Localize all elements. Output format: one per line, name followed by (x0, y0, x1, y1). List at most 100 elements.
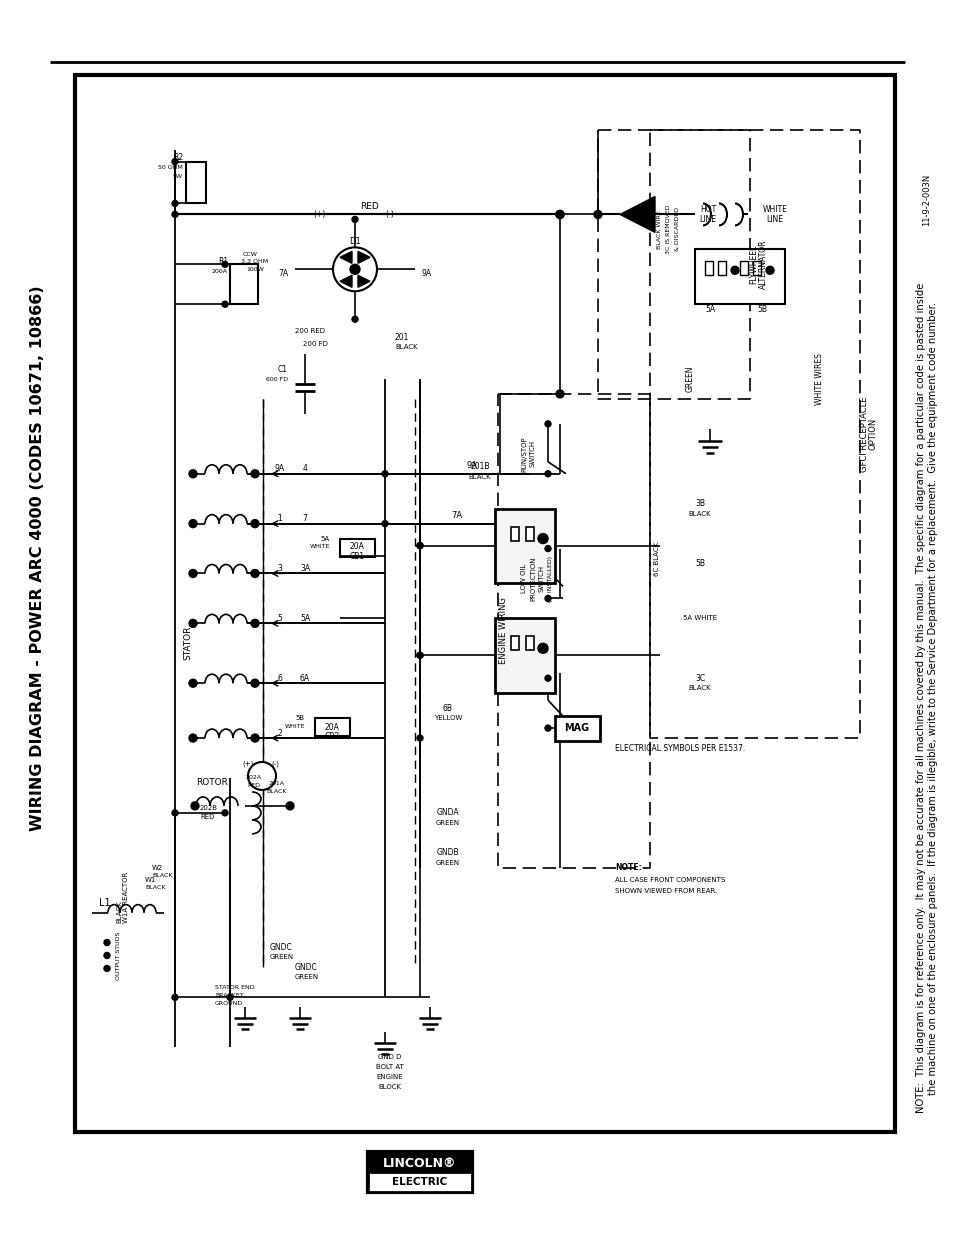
Text: (+): (+) (314, 210, 326, 219)
Circle shape (333, 247, 376, 291)
Text: LOW OIL: LOW OIL (520, 564, 526, 593)
Text: LINE: LINE (699, 215, 716, 224)
Text: OUTPUT STUDS: OUTPUT STUDS (115, 931, 120, 979)
Text: 200 FD: 200 FD (302, 341, 327, 347)
Text: GNDB: GNDB (436, 848, 458, 857)
Circle shape (544, 725, 551, 731)
Text: GFCI RECEPTACLE: GFCI RECEPTACLE (860, 396, 868, 472)
Text: 5W: 5W (172, 174, 183, 179)
Text: ELECTRICAL SYMBOLS PER E1537.: ELECTRICAL SYMBOLS PER E1537. (615, 743, 744, 752)
Text: 3C: 3C (694, 674, 704, 683)
Bar (555, 716, 599, 741)
Text: STATOR END: STATOR END (214, 984, 254, 990)
Text: L1: L1 (99, 898, 111, 908)
Text: ELECTRIC: ELECTRIC (392, 1177, 447, 1187)
Text: 3: 3 (277, 564, 282, 573)
Text: W1: W1 (145, 877, 156, 883)
Circle shape (172, 200, 178, 206)
Circle shape (765, 267, 773, 274)
Text: 3C IS REMOVED: 3C IS REMOVED (666, 205, 671, 254)
Text: RED: RED (360, 203, 379, 211)
Bar (75, 75, 894, 1132)
Text: (-): (-) (271, 761, 278, 767)
Text: 202B: 202B (200, 805, 218, 811)
Text: WIRING DIAGRAM - POWER ARC 4000 (CODES 10671, 10866): WIRING DIAGRAM - POWER ARC 4000 (CODES 1… (30, 285, 46, 831)
Text: BLACK: BLACK (395, 345, 417, 350)
Text: 6C BLACK: 6C BLACK (654, 541, 659, 576)
Circle shape (381, 471, 388, 477)
Text: 9A: 9A (421, 269, 432, 278)
Circle shape (251, 734, 258, 742)
Text: 3B: 3B (695, 499, 704, 508)
Text: 600 FD: 600 FD (266, 377, 288, 382)
Circle shape (416, 542, 422, 548)
Bar (718, 262, 725, 275)
Circle shape (222, 262, 228, 267)
Text: FLYWHEEL: FLYWHEEL (749, 245, 758, 284)
Circle shape (544, 595, 551, 601)
Text: LINE: LINE (765, 215, 782, 224)
Circle shape (251, 620, 258, 627)
Circle shape (222, 810, 228, 816)
Bar (740, 262, 747, 275)
Circle shape (189, 734, 196, 742)
Text: 5A: 5A (299, 614, 310, 622)
Text: BLACK: BLACK (267, 789, 287, 794)
Text: 200A: 200A (212, 269, 228, 274)
Circle shape (172, 211, 178, 217)
Circle shape (172, 810, 178, 816)
Circle shape (594, 210, 601, 219)
Text: GROUND: GROUND (214, 1000, 243, 1005)
Text: ALTERNATOR: ALTERNATOR (758, 240, 767, 289)
Bar (695, 249, 784, 304)
Text: 201A: 201A (269, 782, 285, 787)
Text: (+): (+) (242, 761, 253, 767)
Bar (511, 526, 518, 541)
Text: ROTOR: ROTOR (195, 778, 228, 788)
Text: RUN/STOP: RUN/STOP (520, 436, 526, 472)
Text: & DISCARDED: & DISCARDED (675, 207, 679, 252)
Text: SWITCH: SWITCH (538, 564, 544, 592)
Circle shape (544, 546, 551, 552)
Text: BLACK WIRE: BLACK WIRE (657, 210, 661, 248)
Text: 201B: 201B (470, 462, 489, 472)
Circle shape (416, 735, 422, 741)
Text: GREEN: GREEN (294, 974, 319, 981)
Text: CB1: CB1 (349, 552, 364, 561)
Text: BLACK: BLACK (152, 873, 172, 878)
Circle shape (416, 652, 422, 658)
Text: MAG: MAG (564, 722, 589, 734)
Bar (495, 509, 555, 583)
Text: YELLOW: YELLOW (434, 715, 461, 721)
Circle shape (556, 390, 563, 398)
Text: BLACK: BLACK (145, 885, 165, 890)
Text: 5A: 5A (320, 536, 330, 542)
Text: 6B: 6B (442, 704, 453, 713)
Text: 3.3 OHM: 3.3 OHM (241, 259, 269, 264)
Bar (368, 1152, 472, 1192)
Circle shape (537, 534, 547, 543)
Circle shape (172, 994, 178, 1000)
Polygon shape (357, 275, 370, 288)
Text: ENGINE WIRING: ENGINE WIRING (499, 597, 508, 663)
Text: 3A: 3A (299, 564, 310, 573)
Bar (511, 636, 518, 651)
Circle shape (416, 652, 422, 658)
Text: 9A: 9A (466, 462, 477, 471)
Text: 200 RED: 200 RED (294, 329, 325, 335)
Bar (495, 619, 555, 693)
Circle shape (104, 940, 110, 946)
Circle shape (352, 216, 357, 222)
Text: BLACK: BLACK (116, 900, 122, 923)
Text: GREEN: GREEN (436, 860, 459, 866)
Text: 6: 6 (277, 674, 282, 683)
Text: 9A: 9A (274, 464, 285, 473)
Circle shape (227, 994, 233, 1000)
Text: STATOR: STATOR (183, 626, 193, 661)
Text: 5A WHITE: 5A WHITE (682, 615, 717, 621)
Text: SHOWN VIEWED FROM REAR.: SHOWN VIEWED FROM REAR. (615, 888, 717, 894)
Bar (525, 636, 534, 651)
Circle shape (191, 802, 199, 810)
Text: HOT: HOT (700, 205, 716, 214)
Circle shape (189, 520, 196, 527)
